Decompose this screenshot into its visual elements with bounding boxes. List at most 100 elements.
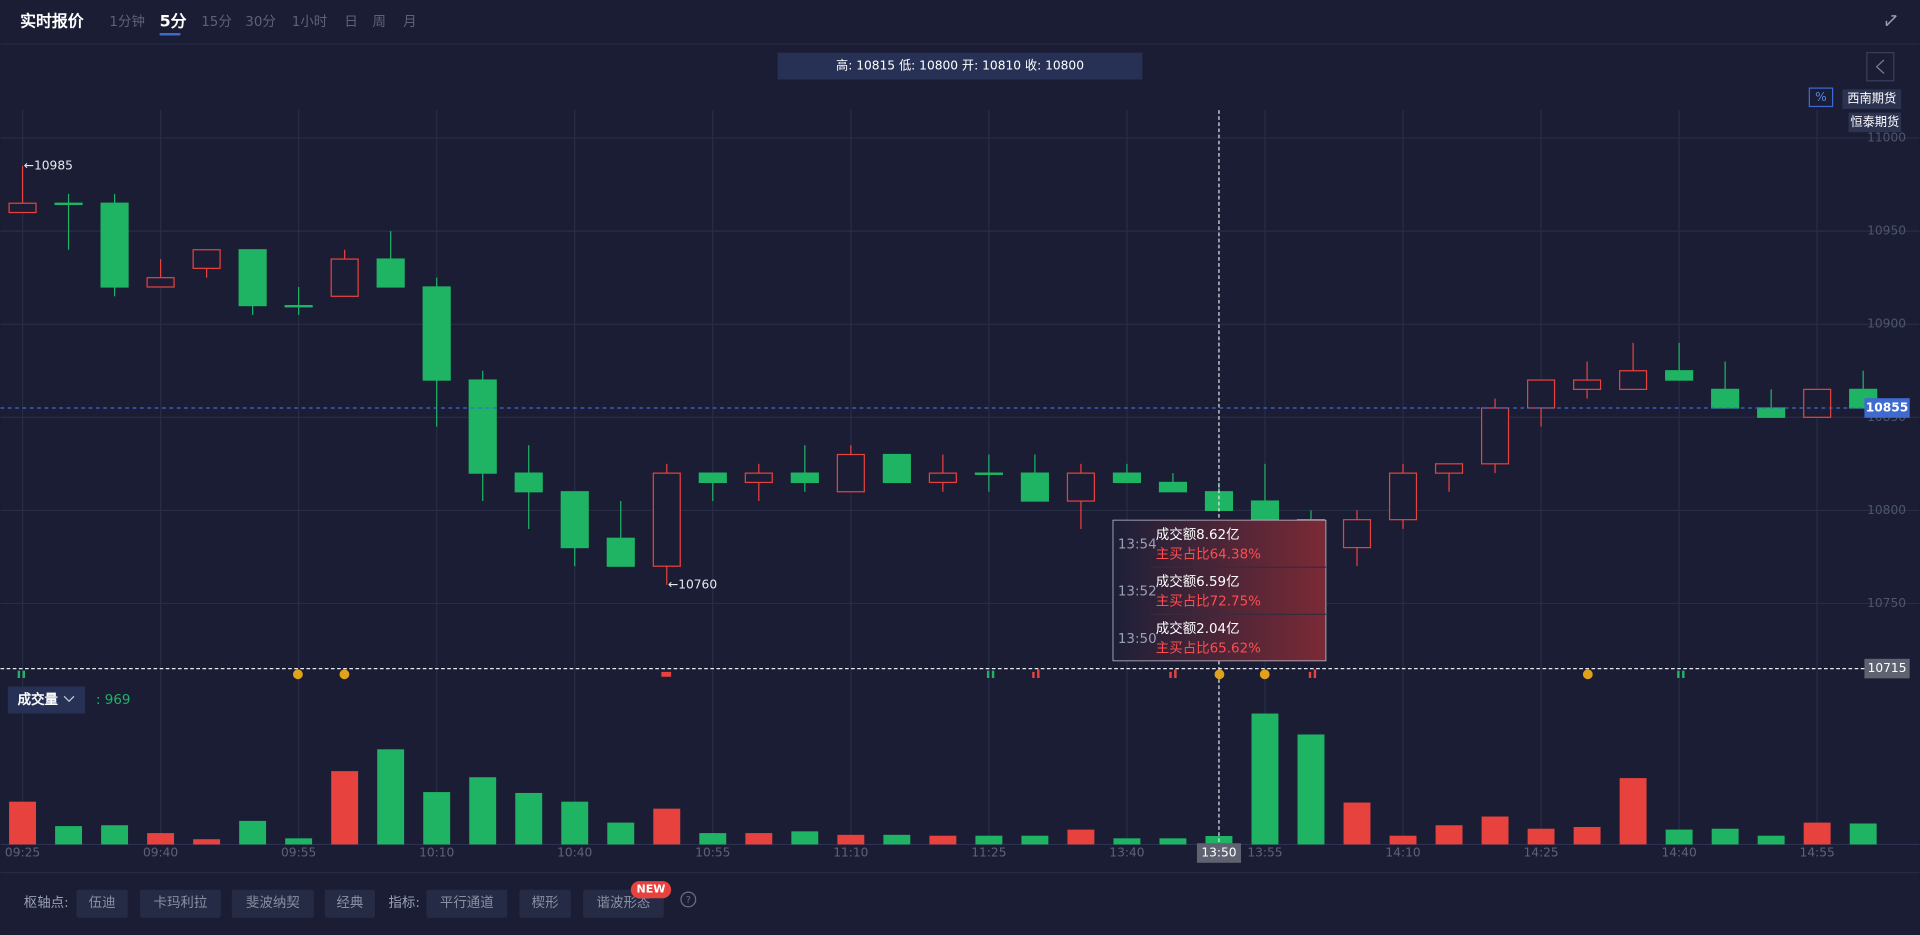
last-price-box bbox=[1864, 398, 1910, 418]
x-tick-label: 11:25 bbox=[971, 846, 1006, 860]
volume-bar bbox=[285, 838, 313, 845]
volume-bar bbox=[791, 831, 819, 845]
toolbar-button-label: 经典 bbox=[336, 895, 363, 911]
volume-bar bbox=[1619, 778, 1647, 845]
new-badge bbox=[630, 881, 672, 899]
x-tick-label: 10:10 bbox=[419, 846, 454, 860]
candle-body bbox=[1757, 407, 1786, 418]
toolbar-button-label: 卡玛利拉 bbox=[154, 895, 208, 911]
toolbar-button[interactable] bbox=[519, 889, 571, 918]
volume-bar bbox=[377, 749, 405, 845]
volume-current: : 969 bbox=[96, 693, 131, 708]
percent-icon: % bbox=[1815, 90, 1827, 104]
timeframe-tab[interactable]: 15分 bbox=[201, 14, 232, 30]
x-tick-label: 14:25 bbox=[1523, 846, 1558, 860]
toolbar-button[interactable] bbox=[76, 889, 128, 918]
timeframe-tab[interactable]: 日 bbox=[344, 15, 357, 30]
timeframe-tab[interactable]: 30分 bbox=[245, 14, 276, 30]
volume-selector[interactable] bbox=[7, 686, 85, 714]
toolbar-button[interactable] bbox=[324, 889, 376, 918]
broker-tag[interactable] bbox=[1842, 89, 1902, 109]
timeframe-tab[interactable]: 周 bbox=[373, 15, 386, 30]
x-tick-label: 11:10 bbox=[833, 846, 868, 860]
candle-body bbox=[54, 202, 83, 206]
candle-body bbox=[1204, 491, 1234, 511]
toolbar-button[interactable] bbox=[231, 889, 314, 918]
dropdown-arrow bbox=[63, 695, 75, 703]
extreme-label: ←10760 bbox=[668, 577, 717, 591]
volume-bar bbox=[515, 792, 543, 845]
candle-body bbox=[1112, 472, 1142, 484]
candle-body bbox=[1250, 500, 1280, 521]
candle-body bbox=[1803, 388, 1832, 418]
y-tick-label: 10950 bbox=[1867, 224, 1906, 238]
collapse-icon[interactable] bbox=[1885, 15, 1897, 27]
toolbar-button[interactable] bbox=[140, 889, 221, 918]
volume-bar bbox=[929, 835, 957, 845]
tooltip-time: 13:54 bbox=[1118, 538, 1157, 553]
tooltip-ratio: 主买占比64.38% bbox=[1156, 546, 1261, 562]
candle-body bbox=[1619, 370, 1648, 390]
candle-body bbox=[1665, 370, 1694, 381]
volume-bar bbox=[653, 808, 681, 845]
side-toggle[interactable] bbox=[1866, 52, 1895, 82]
x-tick-label: 14:40 bbox=[1662, 846, 1697, 860]
candle-body bbox=[514, 472, 543, 493]
x-tick-label: 09:55 bbox=[281, 846, 316, 860]
tooltip-ratio: 主买占比65.62% bbox=[1156, 641, 1261, 657]
volume-bar bbox=[239, 820, 267, 845]
timeframe-tab[interactable]: 月 bbox=[403, 15, 416, 30]
toolbar-button-label: 谐波形态 bbox=[597, 895, 651, 911]
toolbar-button-label: 平行通道 bbox=[440, 895, 494, 911]
candle-body bbox=[192, 249, 221, 269]
tooltip-ratio: 主买占比72.75% bbox=[1156, 594, 1261, 610]
broker-name: 恒泰期货 bbox=[1850, 114, 1899, 129]
volume-bar bbox=[1573, 826, 1601, 845]
candle-body bbox=[284, 304, 313, 308]
tooltip-amount: 成交额6.59亿 bbox=[1156, 573, 1240, 590]
tooltip-time: 13:52 bbox=[1118, 585, 1157, 600]
candle-body bbox=[1342, 519, 1372, 549]
volume-bar bbox=[1665, 829, 1693, 845]
timeframe-tab[interactable]: 5分 bbox=[160, 12, 187, 31]
x-tick-label: 09:40 bbox=[143, 846, 178, 860]
volume-bar bbox=[1297, 734, 1325, 845]
volume-bar bbox=[193, 839, 221, 845]
help-icon[interactable] bbox=[680, 891, 697, 908]
crosshair-x-box bbox=[1196, 843, 1241, 863]
volume-bar bbox=[607, 822, 635, 845]
candle-body bbox=[652, 472, 681, 567]
broker-tag[interactable] bbox=[1848, 112, 1902, 133]
volume-bar bbox=[101, 825, 129, 845]
volume-bar bbox=[9, 801, 37, 845]
y-tick-label: 11000 bbox=[1867, 131, 1906, 145]
candle-body bbox=[560, 491, 589, 549]
volume-bar bbox=[423, 792, 451, 845]
volume-bar bbox=[1389, 835, 1417, 845]
candle-body bbox=[1711, 388, 1740, 409]
broker-name: 西南期货 bbox=[1847, 91, 1896, 106]
volume-bar bbox=[1251, 713, 1279, 845]
x-tick-label: 13:55 bbox=[1247, 846, 1282, 860]
candle-body bbox=[1066, 472, 1095, 502]
candle-body bbox=[8, 202, 37, 214]
candle-body bbox=[606, 537, 635, 567]
volume-bar bbox=[1435, 825, 1463, 845]
volume-bar bbox=[1849, 823, 1877, 845]
tooltip-amount: 成交额8.62亿 bbox=[1156, 526, 1240, 543]
x-tick-label: 10:40 bbox=[557, 846, 592, 860]
timeframe-tab[interactable]: 1分钟 bbox=[109, 13, 144, 30]
toolbar-button[interactable] bbox=[426, 889, 508, 918]
candle-body bbox=[1158, 481, 1188, 493]
tooltip-amount: 成交额2.04亿 bbox=[1156, 620, 1240, 637]
percent-button[interactable] bbox=[1808, 87, 1834, 108]
volume-bar bbox=[699, 833, 727, 845]
tooltip-box bbox=[1112, 519, 1327, 662]
candle-body bbox=[836, 453, 865, 493]
toolbar-label: 指标: bbox=[388, 895, 419, 911]
timeframe-tab[interactable]: 1小时 bbox=[292, 14, 327, 30]
toolbar-button-label: 斐波纳契 bbox=[246, 895, 300, 911]
app-title: 实时报价 bbox=[20, 12, 84, 31]
